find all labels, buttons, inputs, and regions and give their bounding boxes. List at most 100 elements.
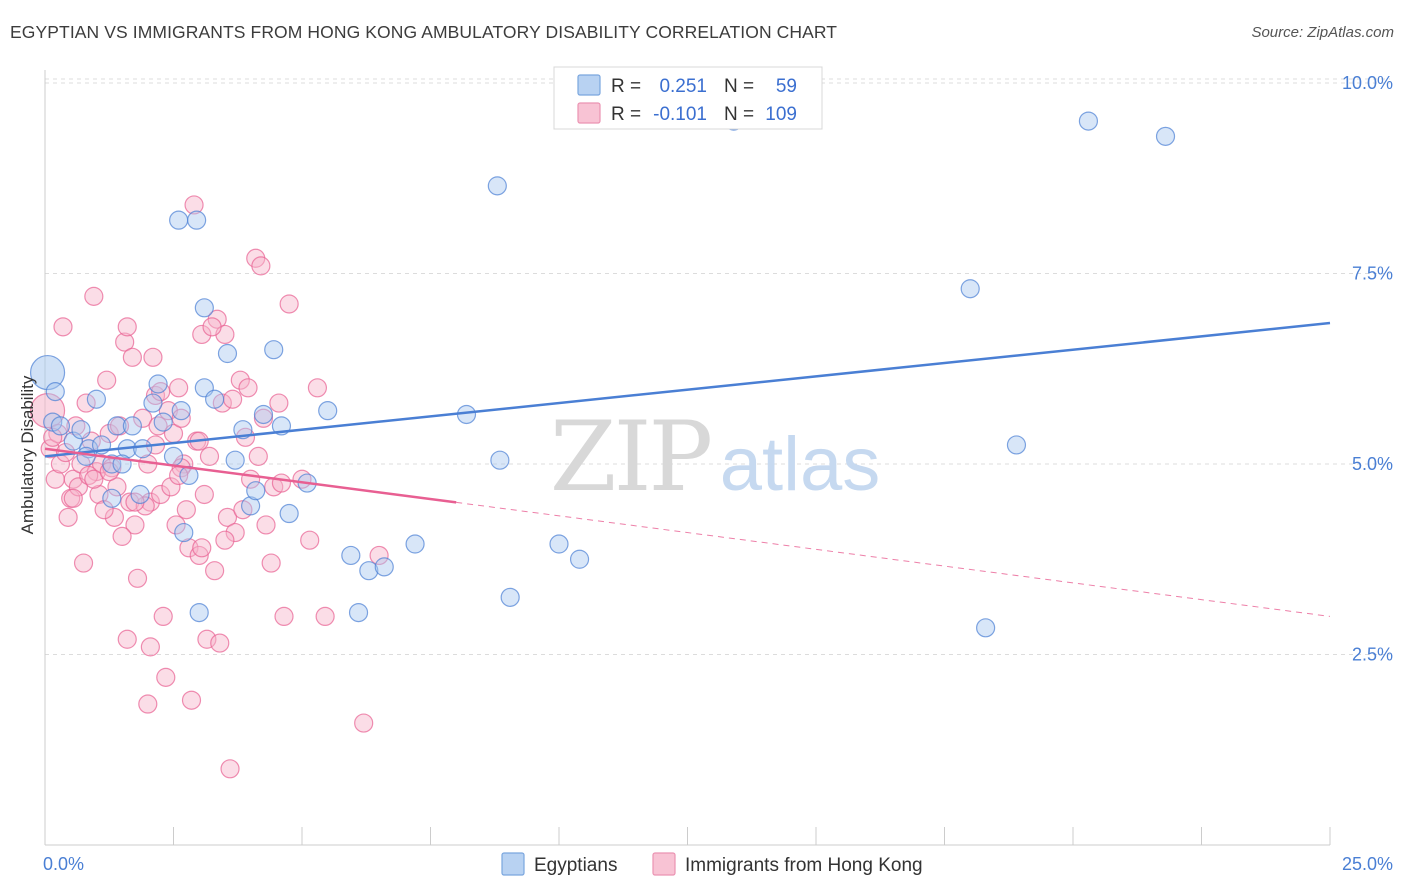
hong-kong-point-52: [199, 446, 220, 466]
y-tick-label-0: 2.5%: [1352, 645, 1393, 665]
chart-title: EGYPTIAN VS IMMIGRANTS FROM HONG KONG AM…: [10, 22, 838, 42]
hong-kong-point-26: [127, 568, 148, 588]
hong-kong-point-107: [117, 629, 137, 649]
egyptians-point-14: [143, 393, 163, 413]
legend-n-label-1: N =: [724, 76, 754, 97]
y-tick-label-3: 10.0%: [1342, 73, 1393, 93]
egyptians-point-54: [102, 488, 122, 508]
egyptians-point-47: [569, 549, 590, 569]
egyptians-point-36: [318, 401, 338, 421]
hong-kong-point-37: [161, 477, 181, 497]
y-tick-label-2: 7.5%: [1352, 264, 1393, 284]
hong-kong-point-90: [210, 633, 230, 653]
egyptians-point-10: [107, 416, 127, 436]
hong-kong-point-72: [307, 378, 328, 398]
egyptians-point-34: [279, 503, 299, 524]
hong-kong-point-5: [58, 507, 78, 527]
egyptians-point-40: [348, 602, 369, 623]
hong-kong-point-65: [256, 515, 276, 535]
egyptians-point-27: [225, 450, 245, 470]
egyptians-point-57: [76, 446, 96, 466]
egyptians-point-23: [194, 298, 214, 318]
hong-kong-point-32: [148, 416, 168, 436]
egyptians-point-44: [487, 176, 507, 196]
egyptians-point-22: [187, 210, 207, 230]
trend-lines: [44, 321, 1331, 617]
hong-kong-point-91: [223, 389, 243, 409]
egyptians-point-30: [246, 481, 266, 501]
egyptians-point-9: [102, 454, 122, 474]
x-tick-label-0: 0.0%: [43, 854, 84, 874]
hong-kong-point-51: [197, 629, 217, 649]
stats-legend: R = 0.251 N = 59 R = -0.101 N = 109: [553, 66, 823, 130]
hong-kong-point-43: [176, 500, 196, 520]
egyptians-point-46: [549, 534, 569, 554]
bottom-legend-hong-kong: Immigrants from Hong Kong: [685, 855, 923, 876]
egyptians-point-19: [174, 522, 194, 543]
hong-kong-point-94: [261, 553, 281, 573]
hong-kong-point-95: [271, 473, 292, 493]
egyptians-trend-line: [44, 321, 1331, 458]
hong-kong-point-24: [122, 347, 142, 367]
hong-kong-point-9: [73, 553, 94, 573]
hong-kong-point-68: [274, 606, 294, 627]
hong-kong-point-17: [99, 423, 119, 444]
hong-kong-point-80: [79, 465, 99, 486]
egyptians-point-21: [169, 210, 189, 230]
hong-kong-point-0: [29, 393, 66, 429]
egyptians-point-32: [264, 340, 284, 360]
hong-kong-point-76: [48, 423, 68, 444]
hong-kong-point-74: [354, 713, 374, 733]
hong-kong-point-40: [169, 378, 189, 398]
y-axis-label: Ambulatory Disability: [18, 375, 37, 534]
tick-labels: 2.5% 5.0% 7.5% 10.0% 0.0% 25.0%: [43, 73, 1393, 874]
hong-kong-point-7: [66, 416, 86, 436]
series-legend: Egyptians Immigrants from Hong Kong: [501, 852, 923, 876]
egyptians-point-15: [148, 374, 168, 394]
legend-r-value-1: 0.251: [659, 76, 707, 97]
hong-kong-point-53: [205, 561, 225, 581]
egyptians-point-3: [50, 416, 71, 436]
hong-kong-trend-line-dashed: [456, 501, 1331, 617]
hong-kong-point-14: [89, 484, 109, 505]
hong-kong-point-22: [117, 317, 137, 337]
watermark-zip: ZIP: [550, 401, 711, 513]
hong-kong-trend-line-solid: [44, 447, 457, 504]
legend-r-label-1: R =: [611, 76, 641, 97]
egyptians-point-38: [359, 561, 379, 581]
egyptians-point-52: [1078, 111, 1099, 131]
hong-kong-point-60: [230, 370, 250, 390]
hong-kong-point-25: [125, 515, 145, 535]
hong-kong-point-48: [189, 545, 209, 566]
hong-kong-point-86: [151, 382, 171, 402]
egyptians-point-39: [374, 557, 394, 577]
hong-kong-point-96: [43, 427, 63, 447]
hong-kong-point-4: [53, 317, 73, 337]
egyptians-point-55: [130, 484, 150, 505]
hong-kong-point-108: [138, 694, 158, 714]
hong-kong-point-75: [369, 545, 389, 566]
hong-kong-point-21: [115, 332, 135, 352]
egyptians-point-29: [241, 496, 261, 516]
hong-kong-point-83: [112, 526, 132, 546]
hong-kong-point-85: [140, 637, 160, 657]
egyptians-point-56: [189, 602, 209, 623]
hong-kong-point-67: [269, 393, 289, 413]
egyptians-point-0: [29, 354, 66, 391]
hong-kong-point-103: [192, 538, 212, 558]
hong-kong-point-104: [215, 530, 235, 550]
hong-kong-point-12: [84, 286, 104, 306]
egyptians-point-43: [490, 450, 510, 470]
egyptians-point-49: [960, 279, 980, 299]
hong-kong-point-16: [97, 370, 117, 390]
hong-kong-point-93: [251, 256, 271, 276]
egyptians-point-13: [133, 439, 153, 459]
hong-kong-point-84: [135, 496, 155, 516]
egyptians-point-12: [122, 416, 142, 436]
egyptians-point-17: [163, 446, 184, 466]
egyptians-point-50: [1006, 435, 1027, 455]
hong-kong-point-49: [192, 324, 212, 345]
hong-kong-point-19: [107, 477, 127, 497]
hong-kong-point-57: [217, 507, 238, 527]
hong-kong-point-33: [151, 484, 171, 505]
